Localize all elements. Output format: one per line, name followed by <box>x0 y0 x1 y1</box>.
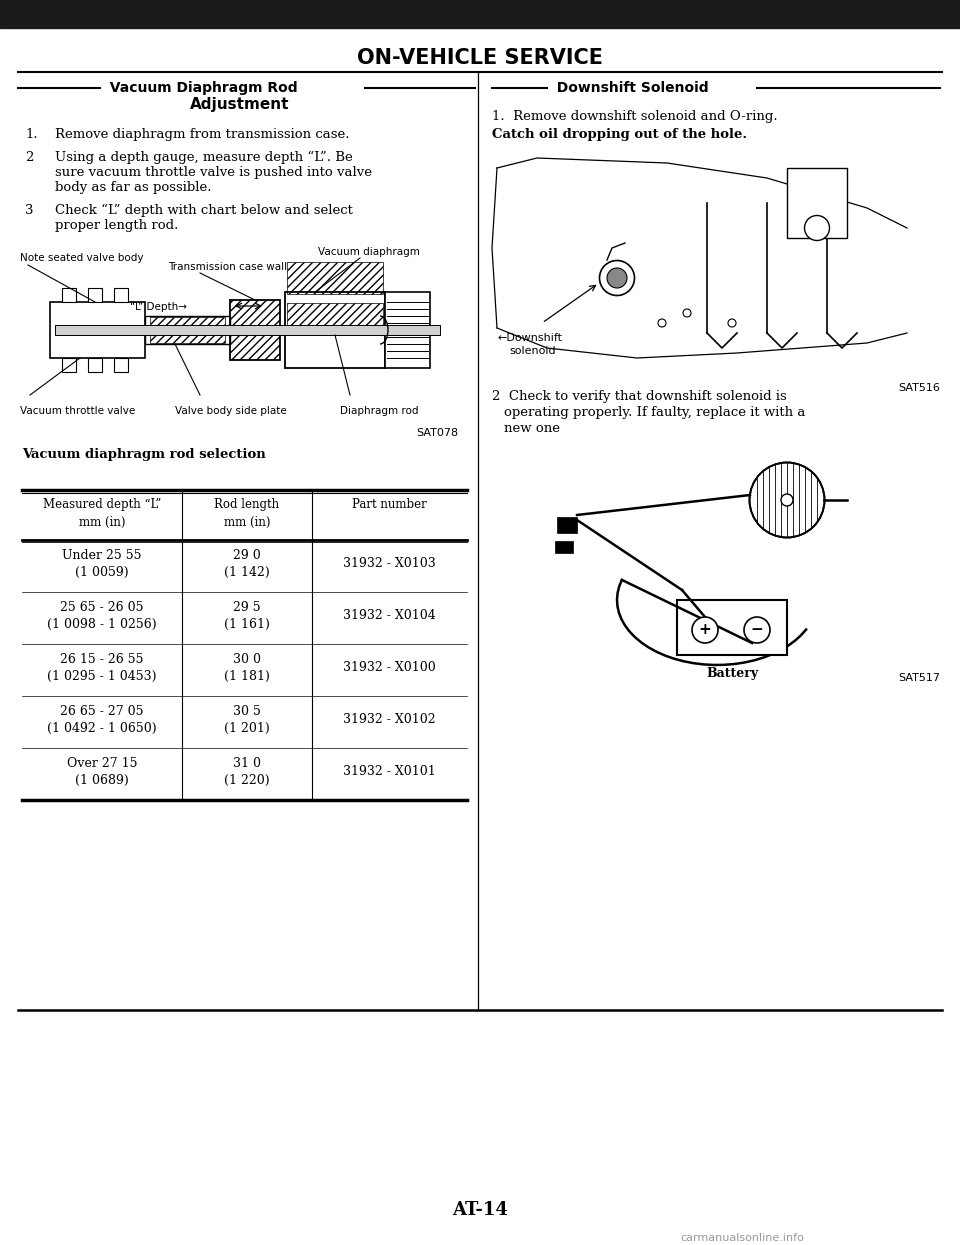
Bar <box>88 288 102 303</box>
Text: (1 0689): (1 0689) <box>75 774 129 787</box>
Text: 25 65 - 26 05: 25 65 - 26 05 <box>60 601 144 614</box>
Ellipse shape <box>804 215 829 240</box>
Text: “L” Depth→: “L” Depth→ <box>130 303 187 312</box>
Bar <box>88 359 102 372</box>
Text: 30 5: 30 5 <box>233 705 261 718</box>
Text: +: + <box>699 622 711 637</box>
Text: 1.  Remove downshift solenoid and O-ring.: 1. Remove downshift solenoid and O-ring. <box>492 110 778 123</box>
Text: (1 201): (1 201) <box>224 722 270 735</box>
Text: Part number: Part number <box>351 498 426 510</box>
Text: (1 161): (1 161) <box>224 618 270 631</box>
Text: sure vacuum throttle valve is pushed into valve: sure vacuum throttle valve is pushed int… <box>55 166 372 179</box>
Text: Diaphragm rod: Diaphragm rod <box>340 406 419 416</box>
Text: (1 0098 - 1 0256): (1 0098 - 1 0256) <box>47 618 156 631</box>
Text: Vacuum Diaphragm Rod: Vacuum Diaphragm Rod <box>100 81 307 95</box>
Text: Vacuum diaphragm: Vacuum diaphragm <box>318 247 420 256</box>
Text: mm (in): mm (in) <box>224 515 271 529</box>
Text: Vacuum diaphragm rod selection: Vacuum diaphragm rod selection <box>22 448 266 461</box>
Bar <box>677 600 787 655</box>
Bar <box>487 148 925 369</box>
Text: (1 181): (1 181) <box>224 670 270 684</box>
Text: body as far as possible.: body as far as possible. <box>55 181 211 194</box>
Text: 31932 - X0102: 31932 - X0102 <box>343 713 435 726</box>
Bar <box>50 303 145 359</box>
Bar <box>62 359 76 372</box>
Bar <box>557 517 577 533</box>
Text: Battery: Battery <box>706 667 758 680</box>
Bar <box>230 300 280 360</box>
Ellipse shape <box>750 462 825 538</box>
Bar <box>62 288 76 303</box>
Ellipse shape <box>728 319 736 327</box>
Bar <box>55 325 440 335</box>
Text: 29 0: 29 0 <box>233 549 261 561</box>
Text: Under 25 55: Under 25 55 <box>62 549 142 561</box>
Text: Remove diaphragm from transmission case.: Remove diaphragm from transmission case. <box>55 128 349 141</box>
Text: Measured depth “L”: Measured depth “L” <box>43 498 161 510</box>
Bar <box>18 240 473 430</box>
Text: proper length rod.: proper length rod. <box>55 219 179 232</box>
Bar <box>285 293 385 369</box>
Ellipse shape <box>692 618 718 642</box>
Ellipse shape <box>683 309 691 317</box>
Text: Check “L” depth with chart below and select: Check “L” depth with chart below and sel… <box>55 204 353 217</box>
Ellipse shape <box>781 494 793 505</box>
Bar <box>114 359 128 372</box>
Text: Over 27 15: Over 27 15 <box>67 757 137 769</box>
Text: (1 0492 - 1 0650): (1 0492 - 1 0650) <box>47 722 156 735</box>
Text: 3: 3 <box>25 204 34 217</box>
Text: 31932 - X0100: 31932 - X0100 <box>343 661 436 674</box>
Text: Transmission case wall: Transmission case wall <box>168 261 287 271</box>
Text: Valve body side plate: Valve body side plate <box>175 406 287 416</box>
Text: solenoid: solenoid <box>509 346 556 356</box>
Text: Adjustment: Adjustment <box>190 97 290 112</box>
Text: ON-VEHICLE SERVICE: ON-VEHICLE SERVICE <box>357 49 603 68</box>
Text: SAT078: SAT078 <box>416 428 458 438</box>
Text: (1 220): (1 220) <box>225 774 270 787</box>
Text: 31 0: 31 0 <box>233 757 261 769</box>
Text: Downshift Solenoid: Downshift Solenoid <box>547 81 718 95</box>
Ellipse shape <box>658 319 666 327</box>
Text: 2  Check to verify that downshift solenoid is: 2 Check to verify that downshift solenoi… <box>492 390 787 403</box>
Text: mm (in): mm (in) <box>79 515 125 529</box>
Text: 26 15 - 26 55: 26 15 - 26 55 <box>60 652 144 666</box>
Bar <box>150 317 225 344</box>
Bar <box>287 261 383 294</box>
Text: Using a depth gauge, measure depth “L”. Be: Using a depth gauge, measure depth “L”. … <box>55 151 352 164</box>
Text: 2: 2 <box>25 151 34 164</box>
Text: (1 142): (1 142) <box>224 566 270 579</box>
Text: AT-14: AT-14 <box>452 1201 508 1219</box>
Bar <box>787 168 847 238</box>
Ellipse shape <box>599 260 635 295</box>
Text: 26 65 - 27 05: 26 65 - 27 05 <box>60 705 144 718</box>
Text: Vacuum throttle valve: Vacuum throttle valve <box>20 406 135 416</box>
Text: Rod length: Rod length <box>214 498 279 510</box>
Text: (1 0059): (1 0059) <box>75 566 129 579</box>
Text: ←Downshift: ←Downshift <box>497 332 562 344</box>
Text: (1 0295 - 1 0453): (1 0295 - 1 0453) <box>47 670 156 684</box>
Bar <box>385 293 430 369</box>
Bar <box>145 316 230 344</box>
Text: 31932 - X0101: 31932 - X0101 <box>343 764 436 778</box>
Text: Note seated valve body: Note seated valve body <box>20 253 143 263</box>
Text: new one: new one <box>504 422 560 435</box>
Bar <box>114 288 128 303</box>
Text: 30 0: 30 0 <box>233 652 261 666</box>
Bar <box>0 0 960 27</box>
Text: SAT516: SAT516 <box>899 383 940 393</box>
Text: −: − <box>751 622 763 637</box>
Text: 1.: 1. <box>25 128 37 141</box>
Text: operating properly. If faulty, replace it with a: operating properly. If faulty, replace i… <box>504 406 805 420</box>
Text: 29 5: 29 5 <box>233 601 261 614</box>
Text: 31932 - X0104: 31932 - X0104 <box>343 609 436 622</box>
Bar <box>487 444 917 665</box>
Ellipse shape <box>744 618 770 642</box>
Text: carmanualsonline.info: carmanualsonline.info <box>680 1233 804 1243</box>
Bar <box>555 542 573 553</box>
Bar <box>287 303 383 335</box>
Ellipse shape <box>607 268 627 288</box>
Text: SAT517: SAT517 <box>898 674 940 684</box>
Text: Catch oil dropping out of the hole.: Catch oil dropping out of the hole. <box>492 128 747 141</box>
Text: 31932 - X0103: 31932 - X0103 <box>343 557 436 570</box>
